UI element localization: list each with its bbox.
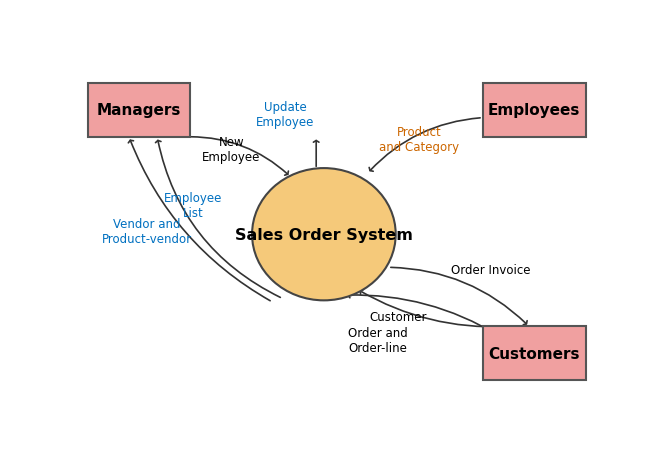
Text: Order Invoice: Order Invoice: [451, 263, 530, 276]
Text: New
Employee: New Employee: [203, 136, 261, 164]
Text: Update
Employee: Update Employee: [256, 101, 314, 129]
Text: Customer: Customer: [369, 310, 427, 323]
Text: Customers: Customers: [489, 346, 580, 361]
Text: Employee
List: Employee List: [164, 191, 222, 219]
Ellipse shape: [252, 169, 396, 301]
Text: Managers: Managers: [97, 103, 181, 118]
Text: Sales Order System: Sales Order System: [235, 227, 413, 242]
Text: Employees: Employees: [488, 103, 581, 118]
Text: Vendor and
Product-vendor: Vendor and Product-vendor: [102, 217, 192, 245]
Text: Product
and Category: Product and Category: [379, 125, 459, 153]
FancyBboxPatch shape: [483, 83, 585, 138]
FancyBboxPatch shape: [88, 83, 191, 138]
Text: Order and
Order-line: Order and Order-line: [348, 327, 408, 354]
FancyBboxPatch shape: [483, 327, 585, 381]
